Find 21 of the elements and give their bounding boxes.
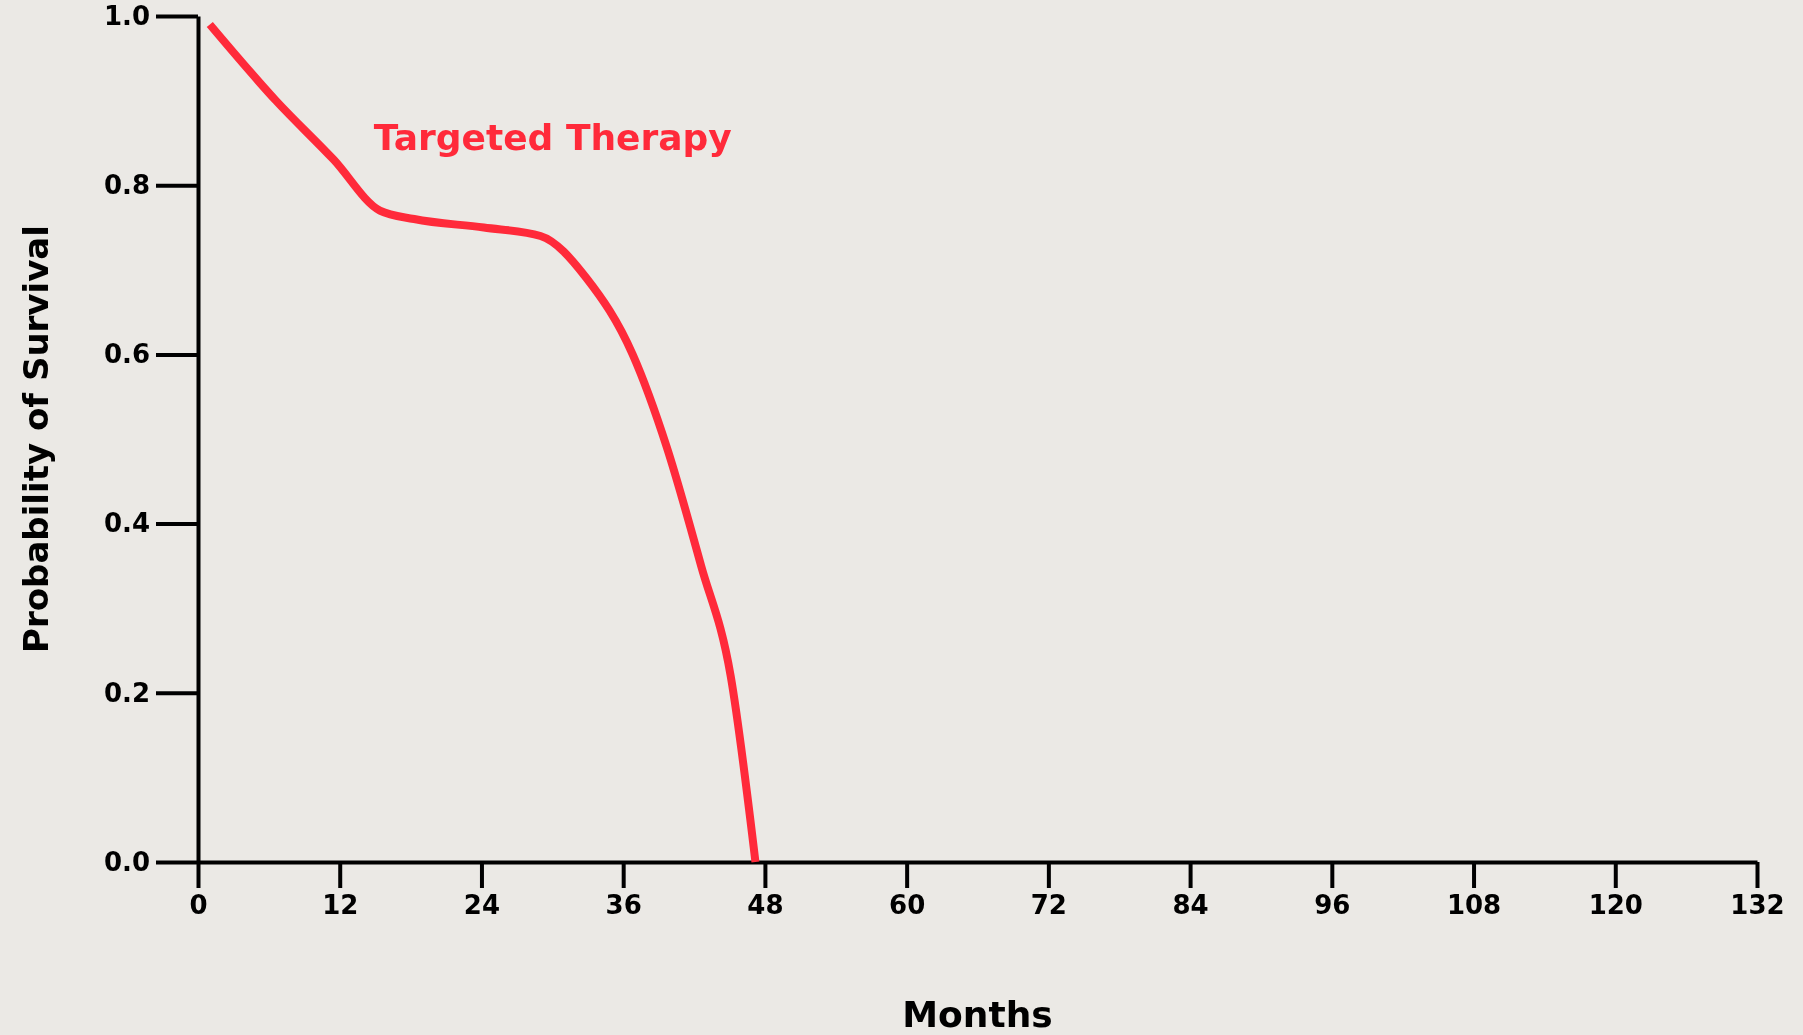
x-tick-label: 72 <box>1030 890 1067 921</box>
x-tick-label: 132 <box>1730 890 1785 921</box>
x-axis-title: Months <box>902 994 1053 1035</box>
x-tick-label: 24 <box>463 890 501 921</box>
x-tick-label: 84 <box>1172 890 1209 921</box>
x-tick-label: 60 <box>889 890 926 921</box>
y-tick-label: 0.4 <box>103 508 150 539</box>
y-tick-label: 0.2 <box>103 677 150 708</box>
x-tick-label: 12 <box>322 890 359 921</box>
y-axis-title: Probability of Survival <box>16 225 56 653</box>
y-tick-label: 0.6 <box>103 339 150 370</box>
x-tick-label: 48 <box>747 890 784 921</box>
x-tick-label: 0 <box>189 890 208 921</box>
y-tick-label: 1.0 <box>103 0 150 31</box>
y-tick-label: 0.0 <box>103 846 150 877</box>
series-label: Targeted Therapy <box>373 116 732 158</box>
x-tick-label: 120 <box>1588 890 1643 921</box>
x-tick-label: 108 <box>1446 890 1502 921</box>
x-tick-label: 96 <box>1314 890 1351 921</box>
x-tick-label: 36 <box>605 890 642 921</box>
y-tick-label: 0.8 <box>103 170 150 201</box>
